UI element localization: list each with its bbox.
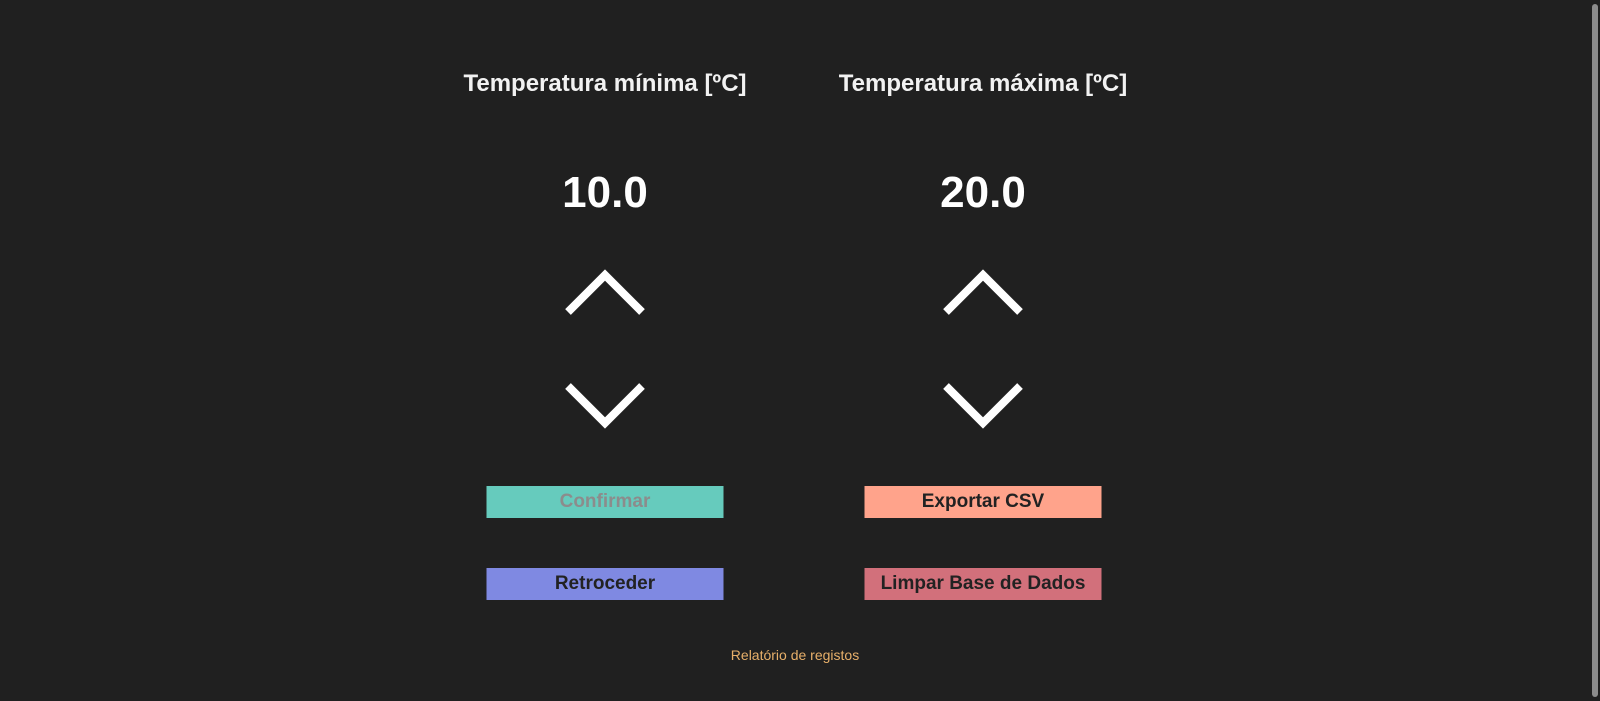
confirm-button[interactable]: Confirmar (486, 486, 724, 518)
report-link[interactable]: Relatório de registos (730, 647, 860, 663)
chevron-down-icon (943, 383, 1023, 429)
clear-database-button[interactable]: Limpar Base de Dados (864, 568, 1102, 600)
max-temperature-value: 20.0 (940, 168, 1026, 217)
min-temperature-decrease-button[interactable] (565, 382, 645, 432)
chevron-down-icon (565, 383, 645, 429)
min-temperature-title: Temperatura mínima [ºC] (463, 70, 747, 97)
vertical-scrollbar[interactable] (1590, 0, 1600, 701)
export-csv-button[interactable]: Exportar CSV (864, 486, 1102, 518)
max-temperature-decrease-button[interactable] (943, 382, 1023, 432)
chevron-up-icon (943, 269, 1023, 315)
max-temperature-increase-button[interactable] (943, 266, 1023, 316)
chevron-up-icon (565, 269, 645, 315)
back-button[interactable]: Retroceder (486, 568, 724, 600)
max-temperature-title: Temperatura máxima [ºC] (838, 70, 1128, 97)
min-temperature-value: 10.0 (562, 168, 648, 217)
min-temperature-increase-button[interactable] (565, 266, 645, 316)
scrollbar-thumb[interactable] (1592, 4, 1598, 697)
